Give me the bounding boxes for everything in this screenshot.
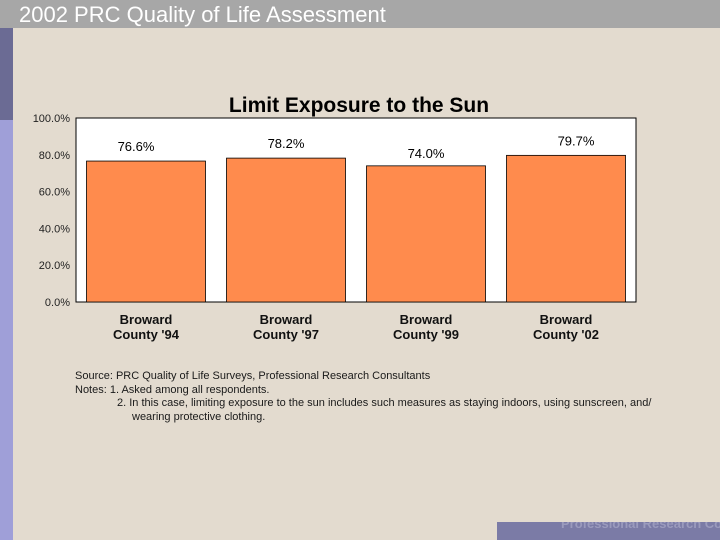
y-tick-label: 80.0%: [39, 150, 70, 162]
data-label: 76.6%: [118, 139, 155, 154]
x-tick-label: County '02: [533, 327, 599, 342]
y-tick-label: 100.0%: [33, 113, 71, 125]
header-bar: 2002 PRC Quality of Life Assessment: [0, 0, 720, 28]
note-2-line-2: wearing protective clothing.: [132, 410, 266, 423]
y-tick-label: 40.0%: [39, 223, 70, 235]
data-label: 74.0%: [408, 146, 445, 161]
x-tick-label: County '94: [113, 327, 180, 342]
note-1: Notes: 1. Asked among all respondents.: [75, 383, 270, 396]
x-tick-label: Broward: [400, 312, 453, 327]
bar: [506, 154, 626, 303]
source-note: Source: PRC Quality of Life Surveys, Pro…: [75, 370, 431, 382]
footer-brand: Professional Research Consultants: [561, 522, 720, 531]
bar: [86, 160, 206, 303]
y-tick-label: 0.0%: [45, 297, 70, 309]
bar: [226, 157, 346, 303]
x-tick-label: Broward: [120, 312, 173, 327]
footer-bar: Professional Research Consultants: [497, 522, 720, 540]
x-tick-label: Broward: [260, 312, 313, 327]
slide-title: 2002 PRC Quality of Life Assessment: [19, 2, 386, 27]
bar: [366, 165, 486, 303]
y-tick-label: 60.0%: [39, 187, 70, 199]
y-tick-label: 20.0%: [39, 260, 70, 272]
left-stripe-dark: [0, 28, 13, 120]
chart-notes: Source: PRC Quality of Life Surveys, Pro…: [75, 370, 651, 424]
data-label: 78.2%: [268, 136, 305, 151]
x-tick-label: Broward: [540, 312, 593, 327]
chart-title: Limit Exposure to the Sun: [229, 94, 489, 117]
left-stripe-light: [0, 120, 13, 540]
x-tick-label: County '99: [393, 327, 459, 342]
note-2-line-1: 2. In this case, limiting exposure to th…: [117, 397, 652, 409]
x-tick-label: County '97: [253, 327, 319, 342]
data-label: 79.7%: [558, 133, 595, 148]
